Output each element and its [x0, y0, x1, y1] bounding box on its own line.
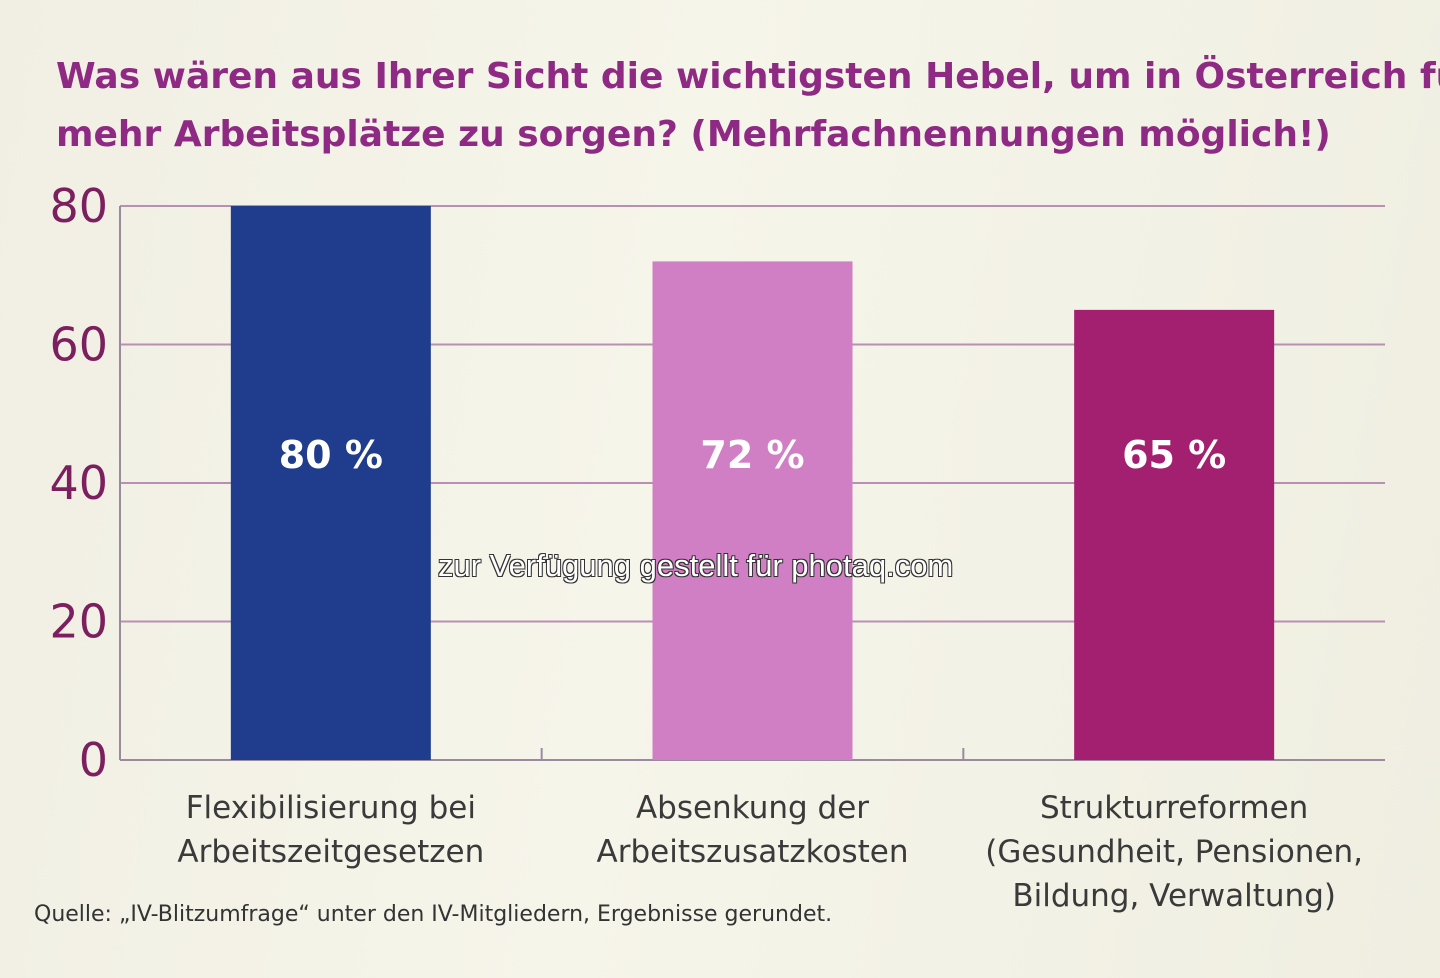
category-label-2-line-2: Arbeitszusatzkosten — [597, 834, 909, 870]
bar-3 — [1074, 309, 1275, 760]
category-label-2-line-1: Absenkung der — [636, 790, 869, 826]
chart-title-line-2: mehr Arbeitsplätze zu sorgen? (Mehrfachn… — [56, 114, 1331, 155]
category-label-1-line-1: Flexibilisierung bei — [186, 790, 476, 826]
category-label-3-line-1: Strukturreformen — [1040, 790, 1308, 826]
chart-bars — [230, 206, 1275, 760]
category-label-1: Flexibilisierung bei Arbeitszeitgesetzen — [177, 790, 484, 870]
category-label-3-line-2: (Gesundheit, Pensionen, — [985, 834, 1363, 870]
y-tick-label-60: 60 — [49, 318, 108, 372]
category-label-3: Strukturreformen (Gesundheit, Pensionen, B… — [985, 790, 1363, 914]
category-label-3-line-3: Bildung, Verwaltung) — [1012, 878, 1336, 914]
source-note: Quelle: „IV-Blitzumfrage“ unter den IV-M… — [34, 902, 833, 927]
bar-1 — [230, 206, 431, 760]
category-label-1-line-2: Arbeitszeitgesetzen — [177, 834, 484, 870]
data-label-2: 72 % — [700, 433, 804, 477]
y-tick-label-0: 0 — [79, 733, 108, 787]
category-label-2: Absenkung der Arbeitszusatzkosten — [597, 790, 909, 870]
y-tick-label-40: 40 — [49, 456, 108, 510]
y-tick-label-20: 20 — [49, 595, 108, 649]
chart-title: Was wären aus Ihrer Sicht die wichtigste… — [56, 48, 1440, 164]
data-labels: 80 % 72 % 65 % — [279, 433, 1227, 477]
data-label-3: 65 % — [1122, 433, 1226, 477]
y-axis-ticks: 0 20 40 60 80 — [49, 179, 108, 787]
category-labels: Flexibilisierung bei Arbeitszeitgesetzen A… — [177, 790, 1363, 914]
watermark-text: zur Verfügung gestellt für photaq.com — [438, 548, 954, 583]
chart-title-line-1: Was wären aus Ihrer Sicht die wichtigste… — [56, 56, 1440, 97]
data-label-1: 80 % — [279, 433, 383, 477]
bar-2 — [652, 261, 853, 760]
y-tick-label-80: 80 — [49, 179, 108, 233]
